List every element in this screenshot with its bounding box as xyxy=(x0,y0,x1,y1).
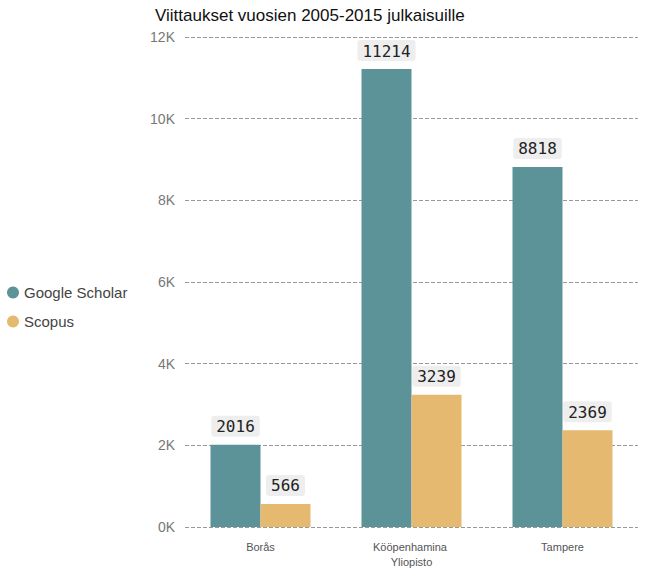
svg-text:8818: 8818 xyxy=(518,139,557,158)
svg-text:Viittaukset vuosien 2005-2015: Viittaukset vuosien 2005-2015 julkaisuil… xyxy=(155,6,465,25)
svg-text:Google Scholar: Google Scholar xyxy=(24,284,127,301)
svg-text:Kööpenhamina: Kööpenhamina xyxy=(373,541,450,553)
svg-text:Borås: Borås xyxy=(246,541,275,553)
svg-text:4K: 4K xyxy=(158,356,176,372)
svg-text:10K: 10K xyxy=(150,111,176,127)
svg-text:6K: 6K xyxy=(158,274,176,290)
svg-text:2369: 2369 xyxy=(568,403,607,422)
svg-text:Scopus: Scopus xyxy=(24,313,74,330)
svg-text:12K: 12K xyxy=(150,29,176,45)
svg-text:Yliopisto: Yliopisto xyxy=(391,556,433,568)
svg-text:2K: 2K xyxy=(158,437,176,453)
svg-text:11214: 11214 xyxy=(362,42,410,61)
svg-text:3239: 3239 xyxy=(417,367,456,386)
svg-text:8K: 8K xyxy=(158,192,176,208)
svg-text:566: 566 xyxy=(271,476,300,495)
svg-text:2016: 2016 xyxy=(216,417,255,436)
svg-text:0K: 0K xyxy=(158,519,176,535)
svg-text:Tampere: Tampere xyxy=(541,541,584,553)
